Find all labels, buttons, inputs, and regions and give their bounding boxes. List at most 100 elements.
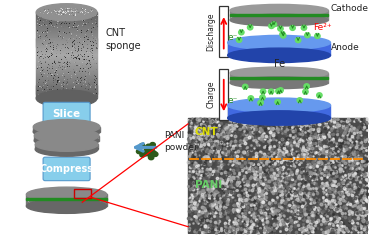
Ellipse shape (230, 4, 328, 16)
Ellipse shape (146, 144, 151, 149)
Ellipse shape (36, 90, 97, 107)
Ellipse shape (153, 152, 158, 156)
Bar (36, 68, 97, 69)
Ellipse shape (228, 98, 331, 113)
Ellipse shape (275, 100, 280, 104)
Text: PANI: PANI (195, 180, 222, 190)
Ellipse shape (33, 119, 100, 134)
Bar (36, 52, 97, 53)
Bar (36, 96, 97, 97)
Ellipse shape (296, 38, 301, 43)
Bar (36, 67, 97, 68)
Bar (219, 6, 228, 57)
Ellipse shape (145, 145, 150, 150)
Bar (36, 19, 97, 20)
Bar (36, 30, 97, 31)
Ellipse shape (140, 153, 145, 157)
Bar (36, 32, 97, 33)
Ellipse shape (150, 143, 155, 147)
Bar (36, 80, 97, 82)
Bar (219, 69, 228, 120)
Bar (36, 83, 97, 84)
Ellipse shape (33, 124, 100, 139)
Ellipse shape (149, 146, 155, 151)
Ellipse shape (147, 152, 153, 157)
Bar (36, 18, 97, 19)
Bar (36, 27, 97, 28)
Bar (230, 73, 328, 83)
Ellipse shape (278, 26, 283, 31)
Ellipse shape (36, 4, 97, 21)
Text: CNT: CNT (195, 127, 218, 137)
Text: Charge: Charge (206, 81, 215, 108)
Bar (36, 40, 97, 42)
Bar (228, 105, 331, 118)
Text: CNT
sponge: CNT sponge (106, 28, 141, 51)
Bar (188, 118, 367, 232)
Bar (36, 14, 97, 15)
Bar (36, 90, 97, 92)
Ellipse shape (144, 148, 150, 153)
Bar (33, 127, 100, 132)
Bar (36, 34, 97, 36)
Ellipse shape (35, 138, 98, 151)
Bar (36, 23, 97, 24)
Bar (36, 97, 97, 98)
Bar (36, 72, 97, 73)
Bar (36, 53, 97, 54)
Bar (36, 63, 97, 64)
Bar (36, 38, 97, 39)
Bar (36, 94, 97, 96)
Text: Compress: Compress (39, 164, 94, 174)
Bar (36, 71, 97, 72)
Bar (36, 91, 97, 93)
Ellipse shape (271, 22, 277, 27)
Bar (36, 88, 97, 90)
Bar (36, 92, 97, 93)
Ellipse shape (136, 149, 142, 154)
Bar (36, 66, 97, 67)
Ellipse shape (304, 84, 309, 89)
Ellipse shape (228, 35, 331, 50)
Bar (36, 56, 97, 57)
Bar (34, 136, 99, 140)
Bar (36, 82, 97, 83)
Bar (36, 85, 97, 87)
Bar (230, 10, 328, 20)
Bar (36, 37, 97, 38)
Ellipse shape (143, 152, 148, 156)
Ellipse shape (35, 143, 98, 156)
Bar (36, 84, 97, 85)
Bar (36, 79, 97, 80)
Bar (36, 73, 97, 74)
Bar (230, 14, 328, 16)
Ellipse shape (301, 25, 307, 30)
Ellipse shape (228, 111, 331, 125)
Ellipse shape (230, 14, 328, 26)
FancyBboxPatch shape (43, 157, 90, 181)
Bar (36, 16, 97, 17)
Bar (36, 54, 97, 55)
Bar (36, 78, 97, 79)
Bar (36, 74, 97, 75)
Bar (36, 49, 97, 51)
Bar (36, 76, 97, 77)
Ellipse shape (139, 143, 145, 148)
Bar (36, 33, 97, 34)
Text: Discharge: Discharge (206, 13, 215, 51)
Bar (36, 38, 97, 40)
Ellipse shape (149, 155, 154, 160)
Bar (36, 22, 97, 23)
Bar (36, 12, 97, 13)
Bar (36, 77, 97, 78)
Ellipse shape (230, 67, 328, 79)
Bar (36, 13, 97, 14)
Bar (35, 144, 98, 149)
Bar (36, 62, 97, 63)
Ellipse shape (305, 33, 310, 38)
Bar (36, 36, 97, 37)
Ellipse shape (290, 25, 295, 30)
Bar (36, 61, 97, 62)
Ellipse shape (237, 38, 242, 42)
Ellipse shape (315, 34, 320, 38)
